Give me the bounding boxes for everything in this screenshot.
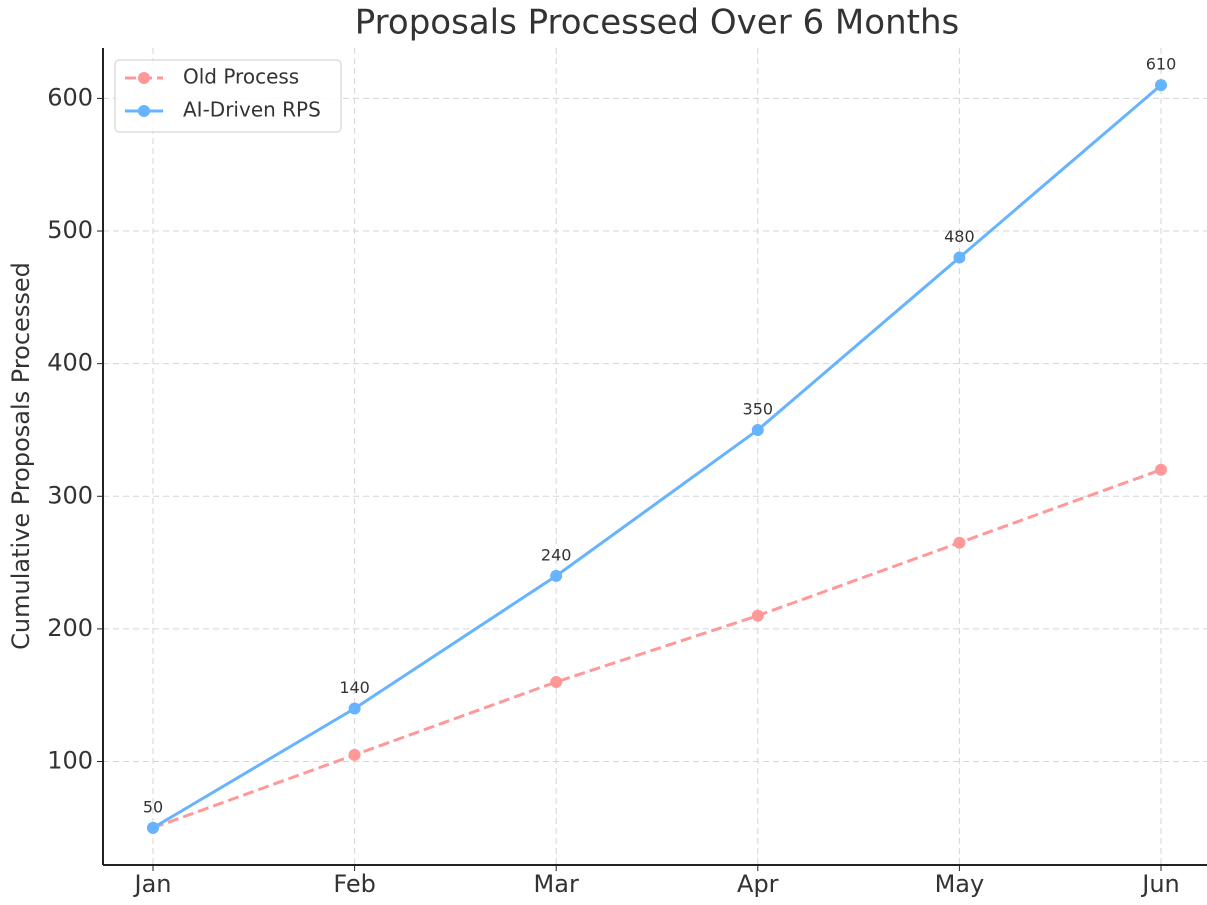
point: [1155, 79, 1167, 92]
legend-marker: [138, 72, 150, 84]
y-tick-label: 400: [47, 349, 93, 377]
legend: Old Process AI-Driven RPS: [114, 59, 342, 133]
point: [147, 821, 159, 834]
point: [751, 423, 764, 436]
y-tick-label: 600: [47, 83, 93, 111]
series-line: [152, 83, 1162, 830]
point: [953, 251, 966, 264]
legend-label: Old Process: [183, 65, 299, 89]
point: [550, 675, 563, 688]
legend-box: [114, 59, 342, 133]
data-label: 50: [143, 797, 163, 816]
x-tick-label: Jun: [1140, 870, 1180, 898]
y-tick-label: 100: [47, 747, 93, 775]
data-label: 140: [339, 678, 370, 697]
point: [550, 569, 563, 582]
x-tick-label: Jan: [133, 870, 172, 898]
x-tick-label: May: [935, 870, 985, 898]
point: [1155, 463, 1167, 476]
x-tick-label: Feb: [333, 870, 376, 898]
legend-label: AI-Driven RPS: [183, 98, 321, 122]
data-label: 350: [743, 399, 774, 418]
y-tick-label: 200: [47, 614, 93, 642]
data-label: 610: [1146, 55, 1177, 74]
series-line: [152, 468, 1162, 830]
point: [751, 609, 764, 622]
y-axis-label: Cumulative Proposals Processed: [7, 262, 35, 650]
data-label: 240: [541, 545, 572, 564]
y-tick-label: 300: [47, 481, 93, 509]
point: [953, 536, 966, 549]
legend-marker: [138, 105, 150, 117]
point: [348, 702, 361, 715]
point: [348, 748, 361, 761]
chart-title: Proposals Processed Over 6 Months: [355, 3, 959, 43]
x-tick-label: Mar: [534, 870, 579, 898]
x-tick-label: Apr: [737, 870, 779, 898]
y-tick-label: 500: [47, 216, 93, 244]
data-label: 480: [944, 227, 975, 246]
